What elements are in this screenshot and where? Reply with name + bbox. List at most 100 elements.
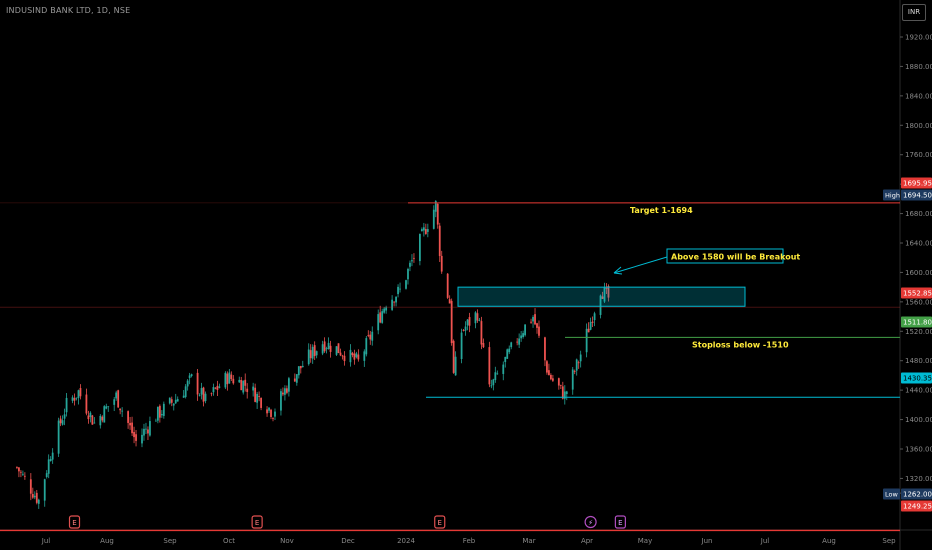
candle-body: [504, 356, 507, 363]
candle-body: [420, 229, 423, 232]
candle-body: [551, 378, 554, 381]
y-tick-label: 1840.00: [905, 92, 932, 100]
candle-body: [426, 229, 429, 232]
candle-body: [232, 378, 235, 384]
candle-body: [23, 475, 26, 477]
candle-body: [559, 384, 562, 386]
candle-body: [524, 324, 526, 336]
candle-body: [254, 387, 257, 402]
price-tag-box: [883, 189, 900, 201]
candle-body: [349, 349, 352, 363]
candle-body: [550, 374, 552, 380]
price-label-text: 1511.80: [903, 319, 932, 327]
y-tick-label: 1400.00: [905, 416, 932, 424]
x-tick-label: Apr: [581, 537, 593, 545]
earnings-event-label: E: [618, 519, 622, 527]
target-annotation[interactable]: Target 1-1694: [630, 206, 693, 215]
candle-body: [65, 397, 68, 413]
candle-body: [89, 412, 92, 417]
candle-body: [218, 386, 221, 388]
candle-body: [168, 397, 171, 404]
x-tick-label: Jun: [701, 537, 713, 545]
candle-body: [424, 229, 427, 234]
y-tick-label: 1520.00: [905, 328, 932, 336]
candle-body: [482, 343, 485, 348]
x-tick-label: Oct: [223, 537, 235, 545]
candle-body: [85, 394, 88, 414]
earnings-event-label: E: [255, 519, 259, 527]
candle-body: [561, 386, 564, 399]
candle-body: [422, 227, 425, 231]
candle-body: [77, 390, 80, 398]
currency-button[interactable]: INR: [902, 4, 926, 21]
candle-body: [174, 399, 177, 404]
candle-body: [448, 299, 451, 304]
candle-body: [496, 373, 499, 375]
y-tick-label: 1640.00: [905, 240, 932, 248]
earnings-event-icon[interactable]: [68, 515, 81, 529]
candle-body: [488, 347, 491, 385]
earnings-event-icon[interactable]: [614, 515, 626, 529]
candle-body: [200, 388, 203, 395]
candle-body: [45, 473, 48, 477]
candle-body: [282, 392, 284, 395]
candle-body: [548, 370, 550, 376]
price-label-box: [901, 488, 932, 500]
candle-body: [367, 335, 370, 337]
y-tick-label: 1320.00: [905, 475, 932, 483]
candle-body: [506, 349, 509, 359]
candle-body: [129, 422, 131, 426]
candle-body: [413, 257, 415, 259]
candle-body: [518, 338, 521, 345]
candle-body: [478, 319, 481, 321]
earnings-event-label: E: [438, 519, 442, 527]
candle-body: [141, 434, 143, 444]
arrow-head-icon: [613, 266, 623, 275]
candle-body: [565, 391, 568, 395]
dividend-event-label: ⚡: [588, 519, 593, 527]
candle-body: [119, 408, 122, 411]
candle-body: [170, 399, 173, 403]
candle-body: [407, 268, 409, 280]
y-tick-label: 1920.00: [905, 34, 932, 42]
candle-body: [307, 349, 310, 365]
x-tick-label: Aug: [100, 537, 114, 545]
candle-body: [411, 260, 413, 262]
candle-body: [29, 479, 32, 494]
candle-body: [343, 355, 346, 362]
candle-body: [544, 337, 546, 361]
candle-body: [450, 300, 453, 344]
earnings-event-icon[interactable]: [251, 515, 263, 529]
candle-body: [508, 348, 511, 353]
candle-body: [315, 351, 318, 356]
breakout-callout-box[interactable]: [666, 248, 784, 264]
candle-body: [371, 331, 374, 341]
candle-body: [131, 422, 133, 434]
candle-body: [156, 406, 159, 421]
y-tick-label: 1600.00: [905, 269, 932, 277]
candle-body: [339, 352, 342, 356]
candle-body: [260, 398, 262, 408]
candle-body: [258, 396, 261, 397]
price-label-text: 1262.00: [903, 491, 932, 499]
candle-body: [99, 415, 102, 426]
candle-body: [446, 273, 449, 298]
price-tag-text: Low: [885, 491, 898, 499]
candle-body: [452, 340, 455, 373]
candle-body: [466, 319, 469, 326]
candle-body: [127, 411, 129, 423]
earnings-event-icon[interactable]: [434, 515, 446, 529]
candle-body: [397, 286, 399, 295]
breakout-annotation: Above 1580 will be Breakout: [671, 253, 800, 262]
breakout-zone[interactable]: [457, 286, 746, 307]
candle-body: [395, 296, 397, 303]
candle-body: [214, 387, 217, 389]
candle-body: [212, 387, 215, 393]
candle-body: [230, 374, 233, 379]
dividend-event-icon[interactable]: [584, 515, 597, 529]
stoploss-annotation[interactable]: Stoploss below -1510: [692, 340, 789, 349]
candle-body: [579, 354, 582, 362]
candle-body: [605, 287, 608, 289]
candle-body: [18, 467, 20, 472]
